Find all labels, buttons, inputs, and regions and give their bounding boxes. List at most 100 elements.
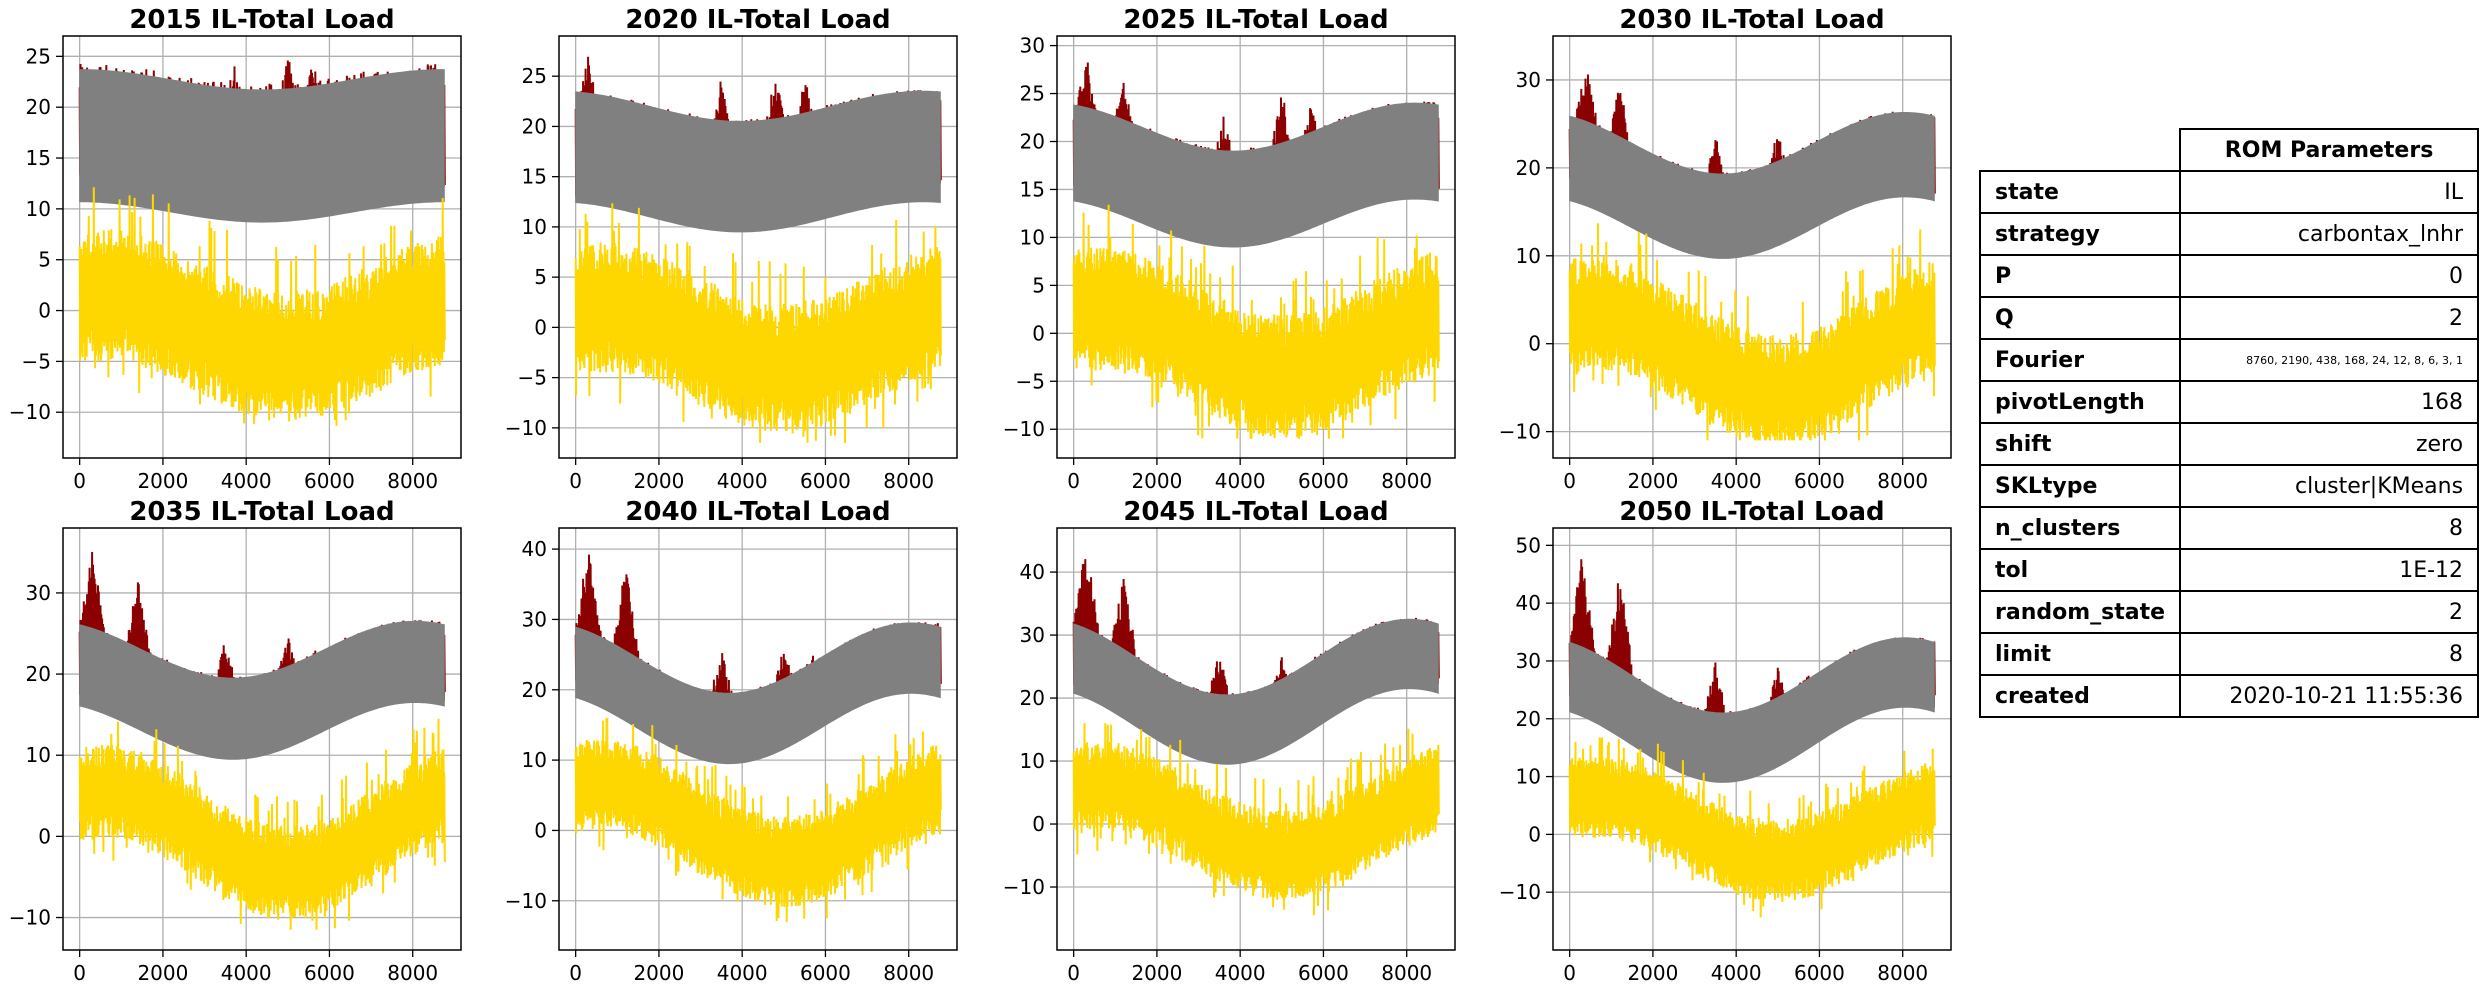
y-tick-label: 5 xyxy=(1032,273,1045,297)
x-tick-label: 4000 xyxy=(1215,961,1266,985)
rom-key: random_state xyxy=(1978,590,2182,634)
rom-value: 2 xyxy=(2179,296,2480,340)
y-tick-label: 15 xyxy=(26,146,51,170)
y-tick-label: 10 xyxy=(522,748,547,772)
fourier-band-series xyxy=(1073,618,1439,765)
plot-area xyxy=(78,551,446,930)
y-tick-label: 10 xyxy=(26,197,51,221)
y-tick-label: −10 xyxy=(505,889,547,913)
rom-value: 8 xyxy=(2179,632,2480,676)
rom-row-shift: shift zero xyxy=(1978,422,2480,466)
y-tick-label: 5 xyxy=(38,248,51,272)
plot-area xyxy=(1072,559,1440,916)
x-tick-label: 2000 xyxy=(1131,469,1182,493)
y-tick-label: 15 xyxy=(522,165,547,189)
x-tick-label: 2000 xyxy=(633,469,684,493)
rom-row-created: created 2020-10-21 11:55:36 xyxy=(1978,674,2480,718)
y-tick-label: 25 xyxy=(26,44,51,68)
x-tick-label: 0 xyxy=(1563,469,1576,493)
rom-row-tol: tol 1E-12 xyxy=(1978,548,2480,592)
x-tick-label: 2000 xyxy=(137,961,188,985)
fourier-band-series xyxy=(1569,112,1935,259)
y-tick-label: 10 xyxy=(1516,765,1541,789)
x-tick-label: 6000 xyxy=(1298,961,1349,985)
y-tick-label: 0 xyxy=(38,824,51,848)
x-tick-label: 0 xyxy=(569,469,582,493)
x-tick-label: 4000 xyxy=(717,961,768,985)
fourier-band-series xyxy=(79,620,445,760)
y-tick-label: −5 xyxy=(518,366,547,390)
rom-value: 1E-12 xyxy=(2179,548,2480,592)
y-tick-label: 30 xyxy=(1516,68,1541,92)
axes-frame xyxy=(558,527,958,951)
x-tick-label: 8000 xyxy=(387,469,438,493)
y-tick-label: 40 xyxy=(1020,560,1045,584)
x-tick-label: 8000 xyxy=(387,961,438,985)
plot-area xyxy=(78,60,446,426)
x-tick-label: 4000 xyxy=(717,469,768,493)
x-tick-label: 6000 xyxy=(1298,469,1349,493)
residual-series xyxy=(574,203,942,443)
rom-key: created xyxy=(1978,674,2182,718)
y-tick-label: −10 xyxy=(9,400,51,424)
chart-title: 2035 IL-Total Load xyxy=(129,497,394,527)
rom-key: state xyxy=(1978,170,2182,214)
axes-frame xyxy=(1552,527,1952,951)
x-tick-label: 6000 xyxy=(304,469,355,493)
x-tick-label: 0 xyxy=(73,961,86,985)
y-tick-label: 10 xyxy=(1516,244,1541,268)
chart-panel-3: 0 2000 4000 6000 8000 −10 −5 0 5 10 15 20 25 30 2025 I… xyxy=(1003,5,1456,493)
rom-key: strategy xyxy=(1978,212,2182,256)
x-tick-label: 0 xyxy=(569,961,582,985)
residual-series xyxy=(78,718,446,930)
x-tick-label: 4000 xyxy=(1711,469,1762,493)
x-tick-label: 8000 xyxy=(883,961,934,985)
chart-title: 2045 IL-Total Load xyxy=(1123,497,1388,527)
axes-frame xyxy=(1056,527,1456,951)
rom-key: Q xyxy=(1978,296,2182,340)
y-tick-label: 30 xyxy=(1020,34,1045,58)
rom-value: 168 xyxy=(2179,380,2480,424)
rom-row-pivotlength: pivotLength 168 xyxy=(1978,380,2480,424)
residual-series xyxy=(1072,723,1440,916)
x-tick-label: 6000 xyxy=(1794,469,1845,493)
plot-area xyxy=(1072,62,1440,439)
y-tick-label: 20 xyxy=(1516,707,1541,731)
y-tick-label: 0 xyxy=(534,818,547,842)
y-tick-label: 10 xyxy=(522,215,547,239)
chart-title: 2015 IL-Total Load xyxy=(129,5,394,35)
x-tick-label: 4000 xyxy=(221,961,272,985)
rom-row-skltype: SKLtype cluster|KMeans xyxy=(1978,464,2480,508)
chart-grid: 0 2000 4000 6000 8000 −10 −5 0 5 10 15 20 25 2015 IL-… xyxy=(9,5,1952,985)
plot-area xyxy=(1568,559,1936,918)
y-tick-label: −10 xyxy=(9,906,51,930)
rom-row-strategy: strategy carbontax_lnhr xyxy=(1978,212,2480,256)
y-tick-label: 20 xyxy=(1020,686,1045,710)
rom-value: 8 xyxy=(2179,506,2480,550)
y-tick-label: 5 xyxy=(534,265,547,289)
x-tick-label: 8000 xyxy=(1877,469,1928,493)
y-tick-label: 10 xyxy=(1020,225,1045,249)
x-tick-label: 6000 xyxy=(1794,961,1845,985)
y-tick-label: 20 xyxy=(522,678,547,702)
chart-title: 2050 IL-Total Load xyxy=(1619,497,1884,527)
chart-title: 2020 IL-Total Load xyxy=(625,5,890,35)
chart-panel-7: 0 2000 4000 6000 8000 −10 0 10 20 30 40 2045 IL-Tot… xyxy=(1003,497,1456,985)
fourier-band-series xyxy=(79,69,445,223)
x-tick-label: 8000 xyxy=(883,469,934,493)
rom-key: SKLtype xyxy=(1978,464,2182,508)
fourier-band-series xyxy=(575,90,941,233)
chart-panel-5: 0 2000 4000 6000 8000 −10 0 10 20 30 2035 IL-Total… xyxy=(9,497,462,985)
y-tick-label: 30 xyxy=(1020,623,1045,647)
axes-frame xyxy=(558,35,958,459)
x-tick-label: 8000 xyxy=(1381,469,1432,493)
residual-series xyxy=(78,187,446,426)
chart-panel-4: 0 2000 4000 6000 8000 −10 0 10 20 30 2030 IL-Total… xyxy=(1499,5,1952,493)
axes-frame xyxy=(62,35,462,459)
x-tick-label: 6000 xyxy=(304,961,355,985)
axes-frame xyxy=(1552,35,1952,459)
y-tick-label: −10 xyxy=(505,416,547,440)
plot-area xyxy=(1568,74,1936,441)
chart-panel-6: 0 2000 4000 6000 8000 −10 0 10 20 30 40 2040 IL-Tot… xyxy=(505,497,958,985)
